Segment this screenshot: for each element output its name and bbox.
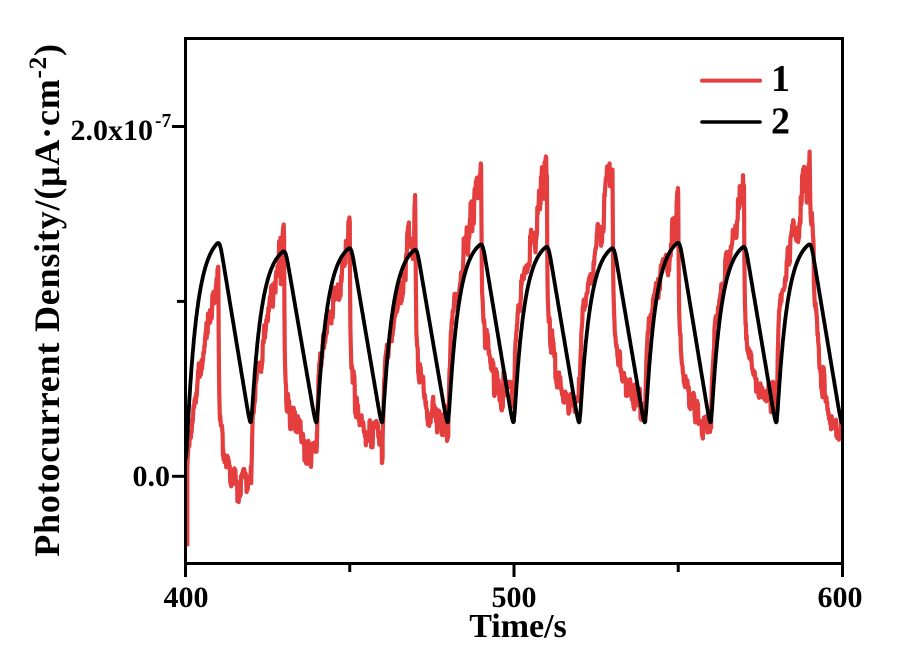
svg-text:0.0: 0.0 (133, 460, 171, 493)
svg-text:600: 600 (818, 581, 863, 614)
svg-text:Photocurrent Density/(μA·cm-2): Photocurrent Density/(μA·cm-2) (25, 43, 67, 557)
svg-text:2: 2 (771, 101, 790, 143)
svg-text:Time/s: Time/s (469, 608, 567, 645)
svg-text:500: 500 (492, 581, 537, 614)
svg-text:400: 400 (164, 581, 209, 614)
svg-text:-7: -7 (155, 111, 171, 132)
svg-text:1: 1 (771, 58, 790, 100)
svg-text:2.0x10: 2.0x10 (71, 114, 154, 147)
